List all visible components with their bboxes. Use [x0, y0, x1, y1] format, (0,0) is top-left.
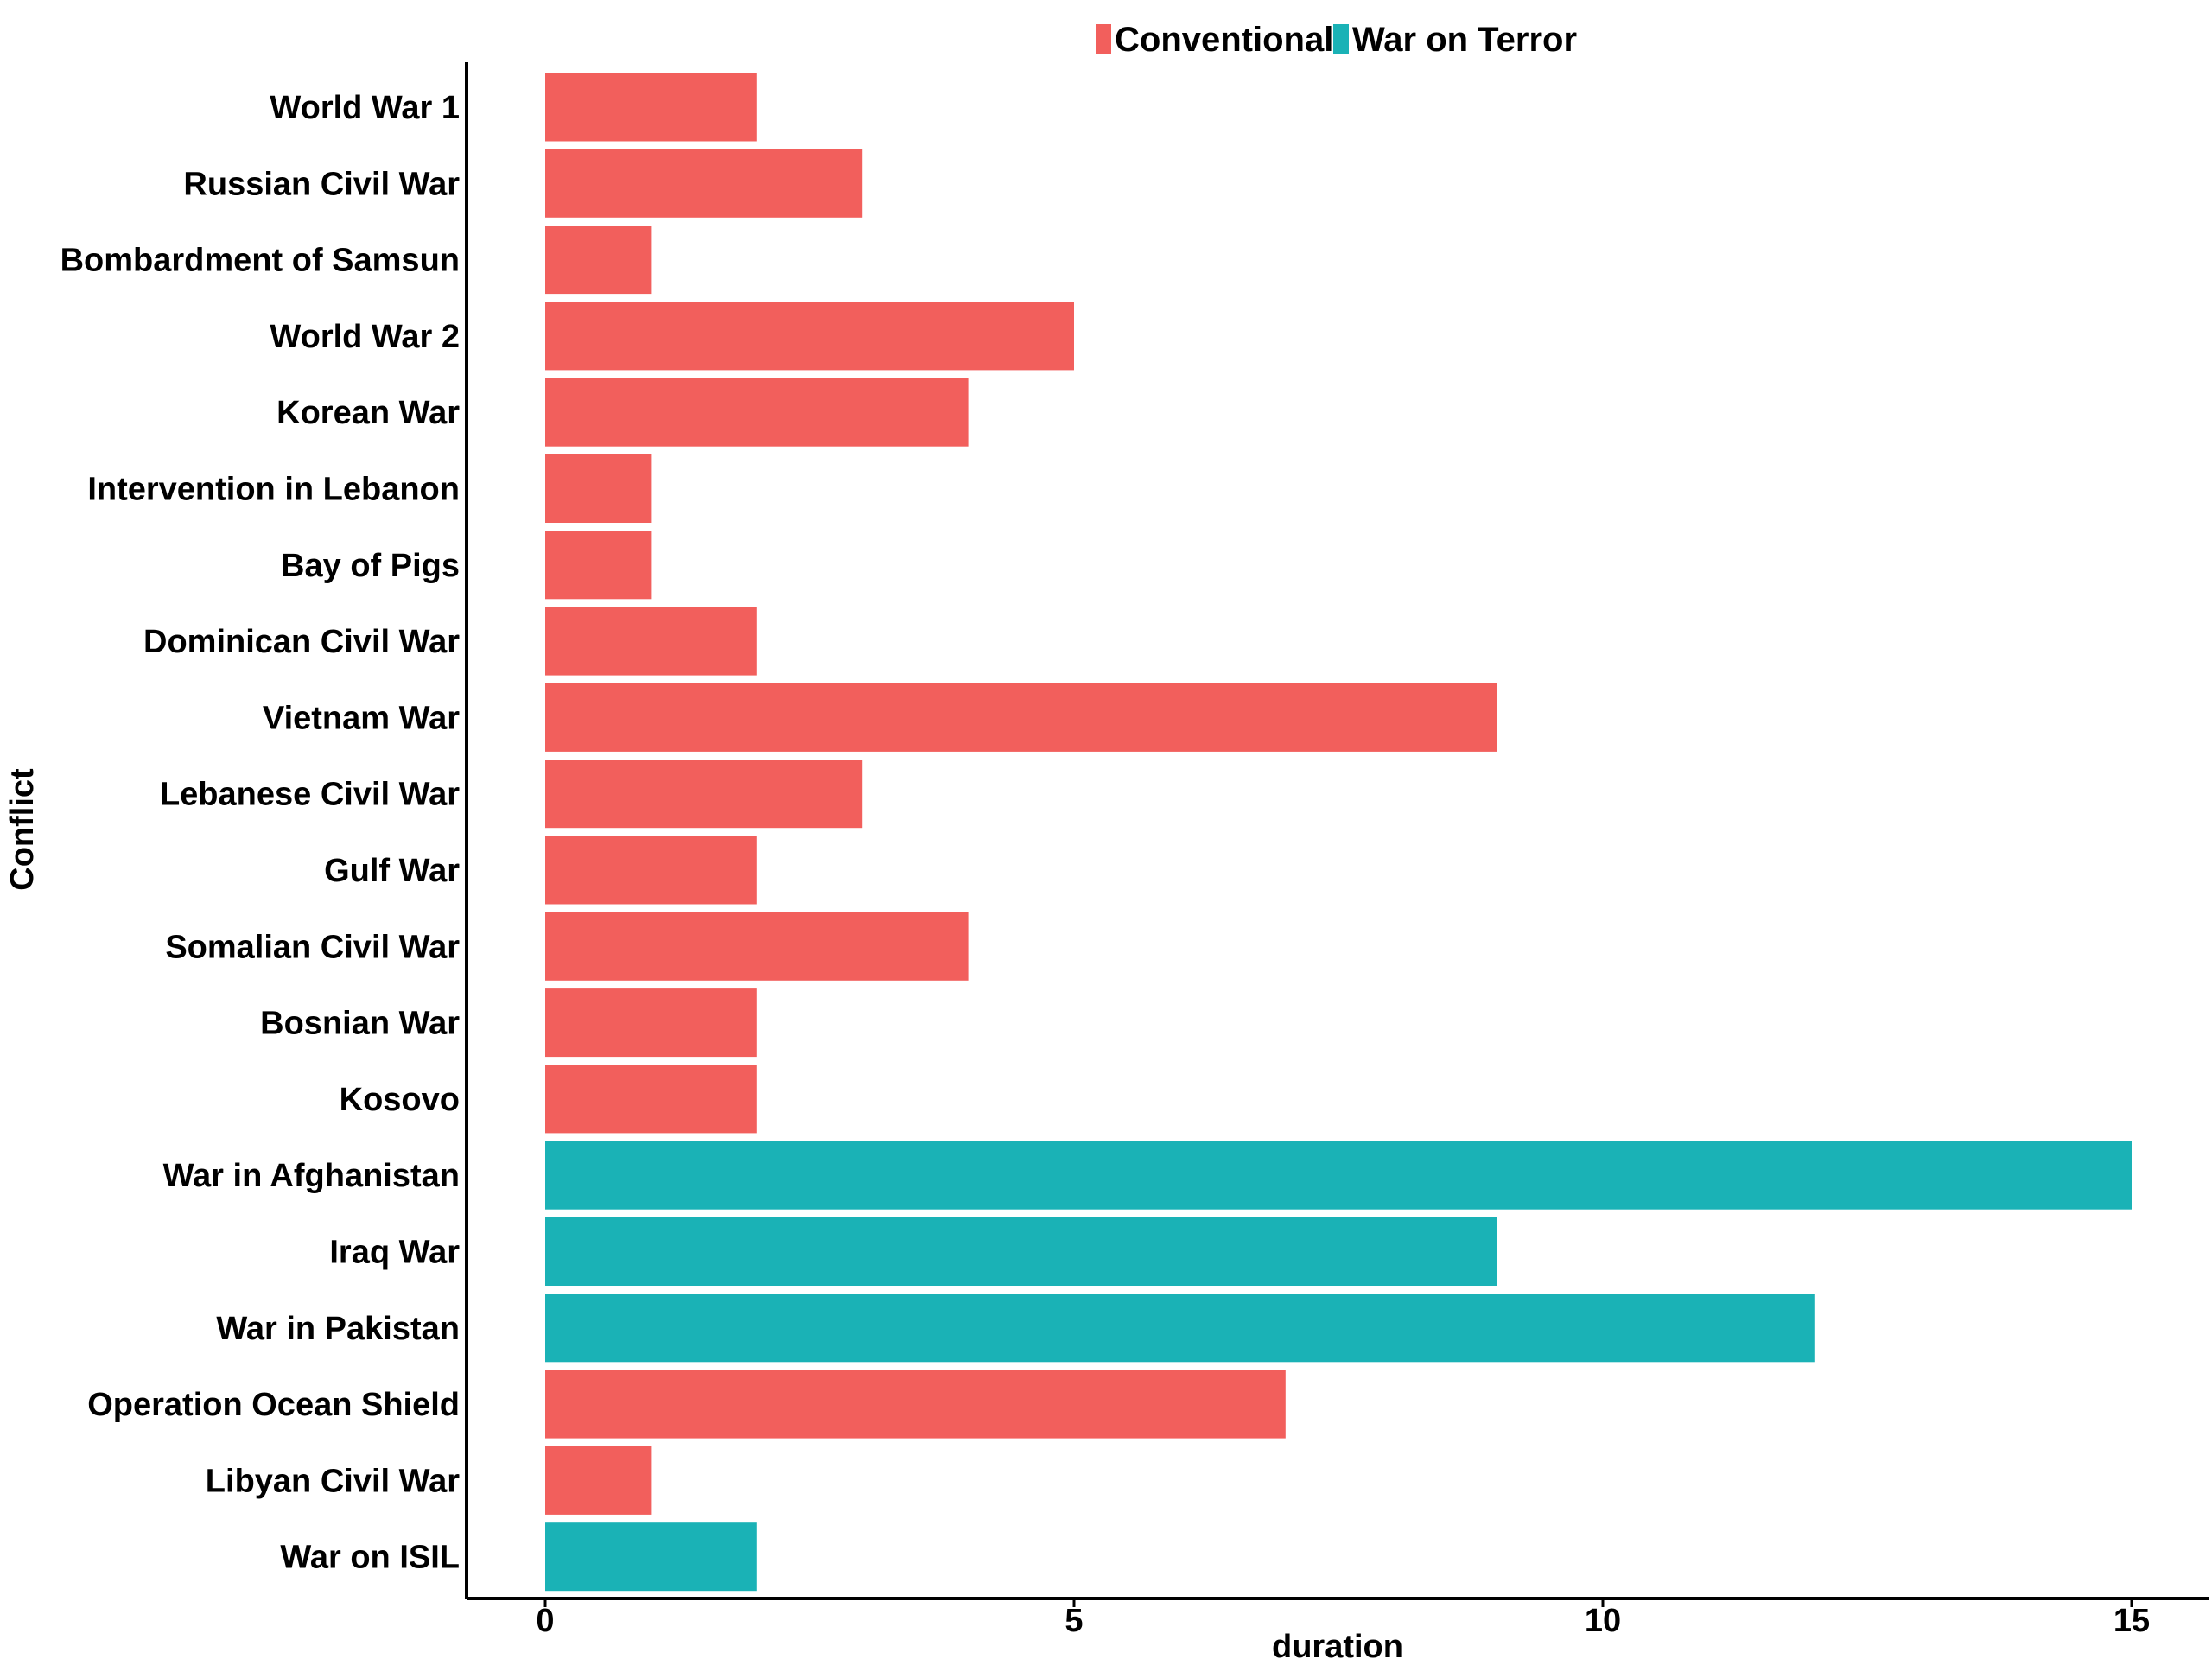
- legend-label-war-on-terror: War on Terror: [1352, 21, 1577, 59]
- bar-operation-ocean-shield: [545, 1370, 1286, 1439]
- category-label-bosnian-war: Bosnian War: [260, 1006, 460, 1042]
- legend-swatch-war-on-terror: [1333, 24, 1349, 54]
- bar-somalian-civil-war: [545, 912, 969, 981]
- category-label-dominican-civil-war: Dominican Civil War: [143, 624, 460, 660]
- category-label-bombardment-of-samsun: Bombardment of Samsun: [60, 243, 460, 279]
- legend-label-conventional: Conventional: [1115, 21, 1333, 59]
- category-label-lebanese-civil-war: Lebanese Civil War: [160, 777, 460, 813]
- x-tick-label-5: 5: [1065, 1603, 1083, 1639]
- bar-russian-civil-war: [545, 149, 863, 218]
- category-label-libyan-civil-war: Libyan Civil War: [206, 1463, 460, 1499]
- category-label-intervention-in-lebanon: Intervention in Lebanon: [87, 472, 460, 508]
- category-labels: World War 1 Russian Civil War Bombardment …: [60, 90, 461, 1576]
- category-label-russian-civil-war: Russian Civil War: [183, 166, 460, 202]
- category-label-vietnam-war: Vietnam War: [263, 700, 460, 736]
- category-label-war-in-afghanistan: War in Afghanistan: [163, 1158, 460, 1194]
- y-axis-title: Conflict: [4, 768, 41, 891]
- bar-iraq-war: [545, 1217, 1497, 1286]
- bar-bay-of-pigs: [545, 531, 652, 600]
- x-tick-label-0: 0: [536, 1603, 554, 1639]
- bar-korean-war: [545, 378, 969, 447]
- x-tick-label-10: 10: [1585, 1603, 1621, 1639]
- x-axis-title: duration: [1272, 1629, 1403, 1659]
- category-label-gulf-war: Gulf War: [324, 853, 460, 889]
- bar-gulf-war: [545, 836, 757, 905]
- bar-war-in-afghanistan: [545, 1141, 2132, 1210]
- bar-kosovo: [545, 1065, 757, 1134]
- bar-intervention-in-lebanon: [545, 454, 652, 523]
- bar-war-on-isil: [545, 1522, 757, 1592]
- legend-swatch-conventional: [1096, 24, 1111, 54]
- category-label-world-war-1: World War 1: [270, 90, 460, 126]
- category-label-war-in-pakistan: War in Pakistan: [216, 1311, 460, 1347]
- bar-bombardment-of-samsun: [545, 226, 652, 295]
- bars-group: [545, 73, 2132, 1592]
- category-label-world-war-2: World War 2: [270, 319, 460, 355]
- category-label-bay-of-pigs: Bay of Pigs: [281, 548, 460, 584]
- category-label-korean-war: Korean War: [276, 395, 460, 431]
- bar-bosnian-war: [545, 988, 757, 1058]
- category-label-war-on-isil: War on ISIL: [280, 1540, 460, 1576]
- category-label-iraq-war: Iraq War: [329, 1235, 460, 1271]
- bar-dominican-civil-war: [545, 607, 757, 676]
- x-axis-ticks: 0 5 10 15: [536, 1599, 2150, 1639]
- category-label-operation-ocean-shield: Operation Ocean Shield: [87, 1387, 460, 1423]
- legend: Conventional War on Terror: [1096, 21, 1577, 59]
- category-label-kosovo: Kosovo: [340, 1082, 460, 1118]
- bar-lebanese-civil-war: [545, 760, 863, 829]
- x-tick-label-15: 15: [2113, 1603, 2150, 1639]
- bar-world-war-2: [545, 302, 1074, 371]
- bar-world-war-1: [545, 73, 757, 142]
- bar-libyan-civil-war: [545, 1446, 652, 1515]
- bar-war-in-pakistan: [545, 1294, 1815, 1363]
- bar-vietnam-war: [545, 683, 1497, 752]
- category-label-somalian-civil-war: Somalian Civil War: [165, 929, 460, 965]
